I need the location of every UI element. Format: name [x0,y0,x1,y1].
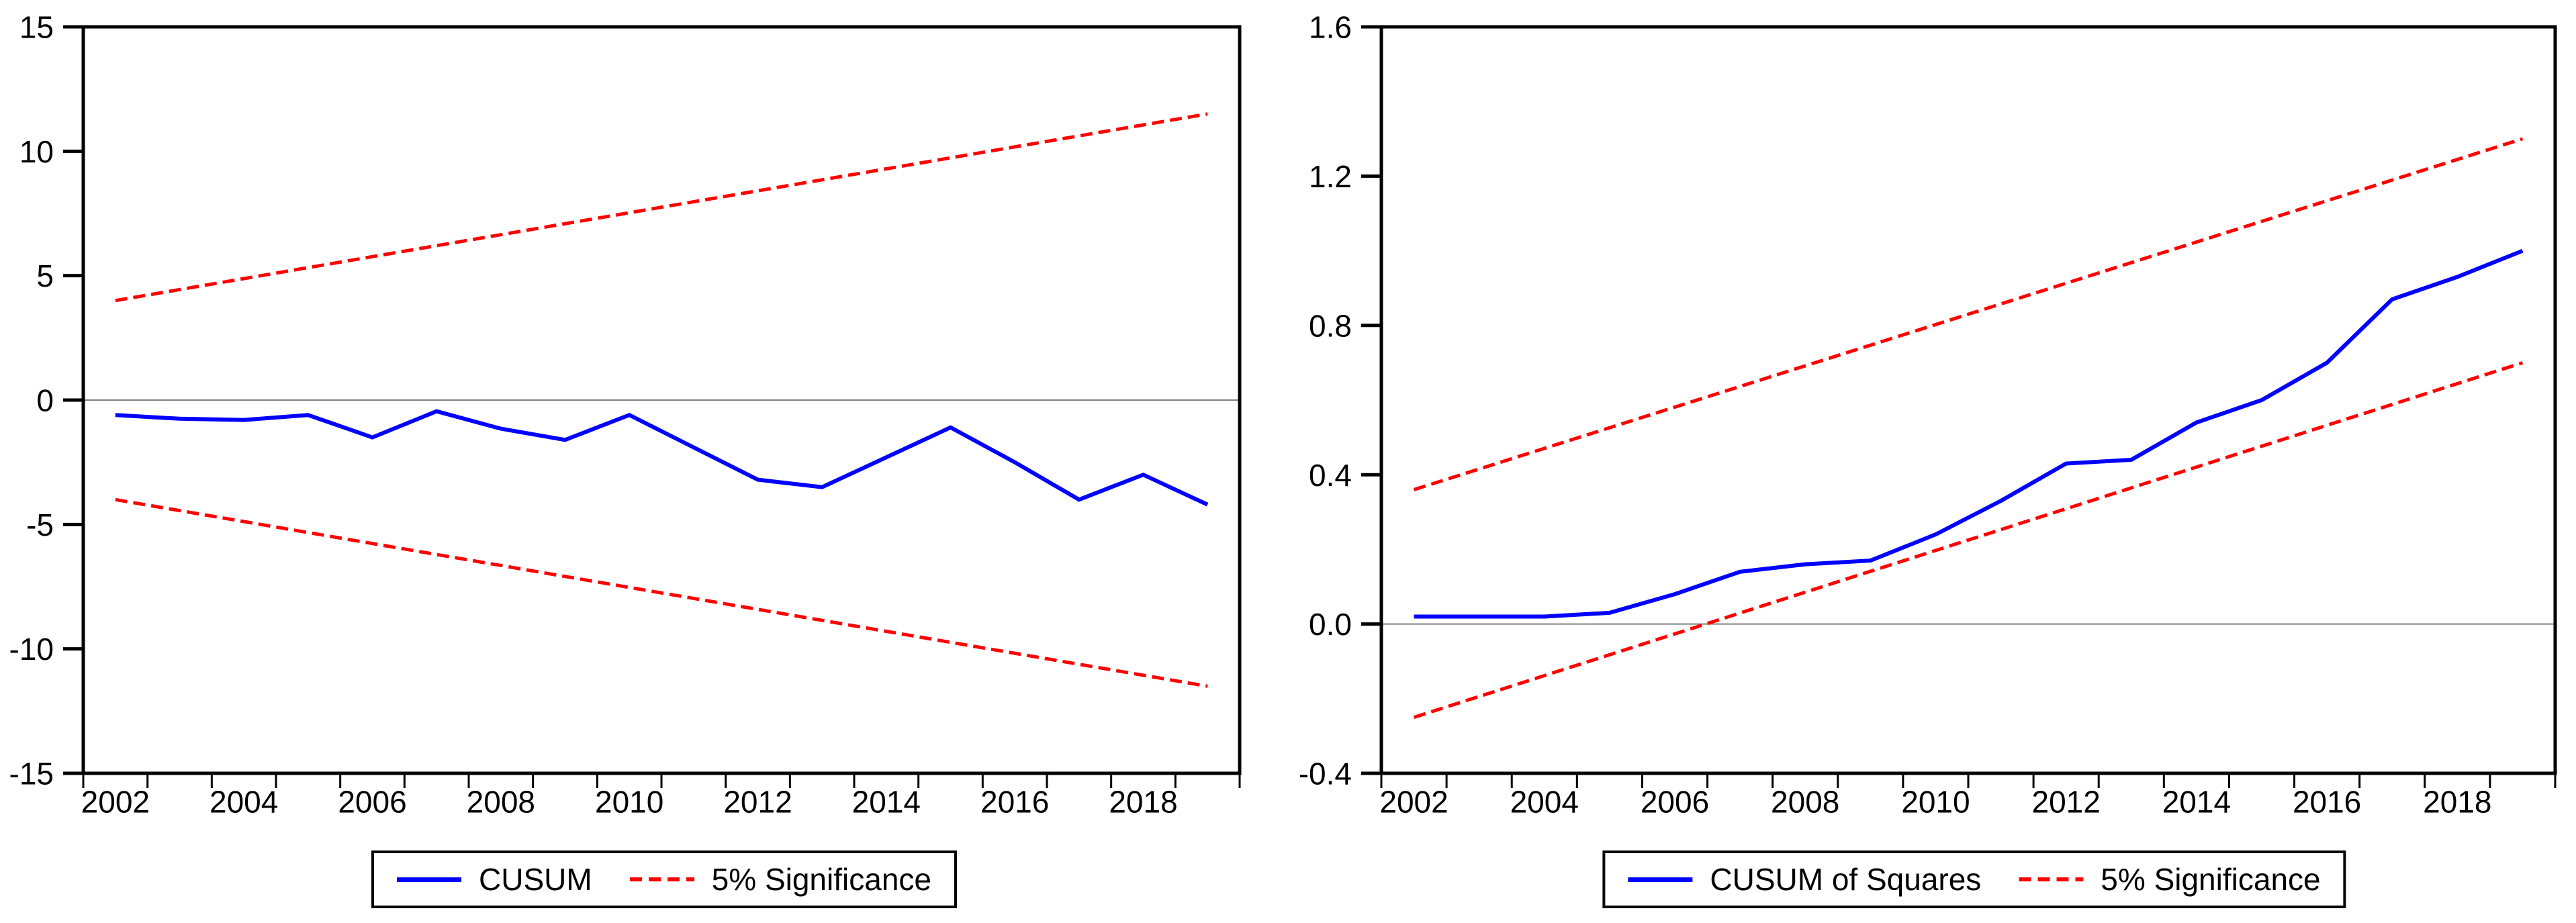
svg-text:2002: 2002 [1379,785,1448,820]
svg-text:2010: 2010 [595,785,663,820]
svg-text:2008: 2008 [1771,785,1839,820]
svg-text:2014: 2014 [2162,785,2231,820]
svg-text:1.2: 1.2 [1309,159,1352,194]
cusum-line-swatch-icon [397,877,462,882]
legend-label-cusum-of-squares: CUSUM of Squares [1710,862,1982,897]
svg-text:0.8: 0.8 [1309,308,1352,343]
svg-text:2004: 2004 [210,785,278,820]
svg-text:2008: 2008 [467,785,535,820]
svg-text:1.6: 1.6 [1309,10,1352,45]
x-axis-ticks [1380,773,2557,788]
significance-bound-line [115,497,1208,688]
cusum-of-squares-legend: CUSUM of Squares 5% Significance [1602,851,2346,908]
x-axis-labels: 2002 2004 2006 2008 2010 2012 2014 2016 2018 [1379,785,2491,820]
svg-text:0: 0 [36,383,54,418]
svg-text:2002: 2002 [81,785,150,820]
series-line [1414,248,2524,619]
svg-text:5: 5 [36,258,54,293]
significance-bound-line [1413,361,2524,719]
significance-line-swatch-icon [2019,877,2084,881]
y-axis-labels: 1.6 1.2 0.8 0.4 0.0 -0.4 [1299,10,1352,791]
series-line [115,409,1209,507]
plot-border [1379,25,2557,775]
legend-item-significance: 5% Significance [629,862,931,897]
svg-text:2004: 2004 [1510,785,1579,820]
legend-label-significance2: 5% Significance [2101,862,2321,897]
legend-item-significance2: 5% Significance [2019,862,2321,897]
svg-text:2012: 2012 [2031,785,2100,820]
significance-bound-line [115,112,1208,303]
y-axis-ticks [1361,25,1381,775]
svg-text:-0.4: -0.4 [1299,757,1352,791]
significance-bound-line [1413,137,2524,491]
legend-item-cusum-of-squares: CUSUM of Squares [1628,864,1981,895]
svg-text:2006: 2006 [338,785,406,820]
svg-text:2018: 2018 [1109,785,1177,820]
svg-text:2006: 2006 [1641,785,1709,820]
svg-text:0.4: 0.4 [1309,458,1352,493]
svg-text:-5: -5 [26,507,54,542]
svg-text:-10: -10 [9,632,54,667]
svg-text:2014: 2014 [852,785,921,820]
cusum-legend: CUSUM 5% Significance [371,851,957,908]
x-axis-labels: 2002 2004 2006 2008 2010 2012 2014 2016 2018 [81,785,1178,820]
legend-label-cusum: CUSUM [479,862,592,897]
svg-text:2016: 2016 [2293,785,2361,820]
x-axis-ticks [82,773,1241,788]
svg-text:-15: -15 [9,757,54,791]
svg-text:2016: 2016 [980,785,1049,820]
svg-text:2012: 2012 [723,785,792,820]
significance-line-swatch-icon [629,877,694,881]
legend-item-cusum: CUSUM [397,864,592,895]
svg-text:15: 15 [19,10,54,45]
legend-label-significance: 5% Significance [711,862,931,897]
y-axis-labels: 15 10 5 0 -5 -10 -15 [9,10,54,791]
y-axis-ticks [63,25,83,775]
cusum-of-squares-line-swatch-icon [1628,877,1693,882]
svg-text:0.0: 0.0 [1309,607,1352,642]
svg-text:10: 10 [19,134,54,169]
svg-text:2018: 2018 [2423,785,2491,820]
svg-text:2010: 2010 [1901,785,1970,820]
